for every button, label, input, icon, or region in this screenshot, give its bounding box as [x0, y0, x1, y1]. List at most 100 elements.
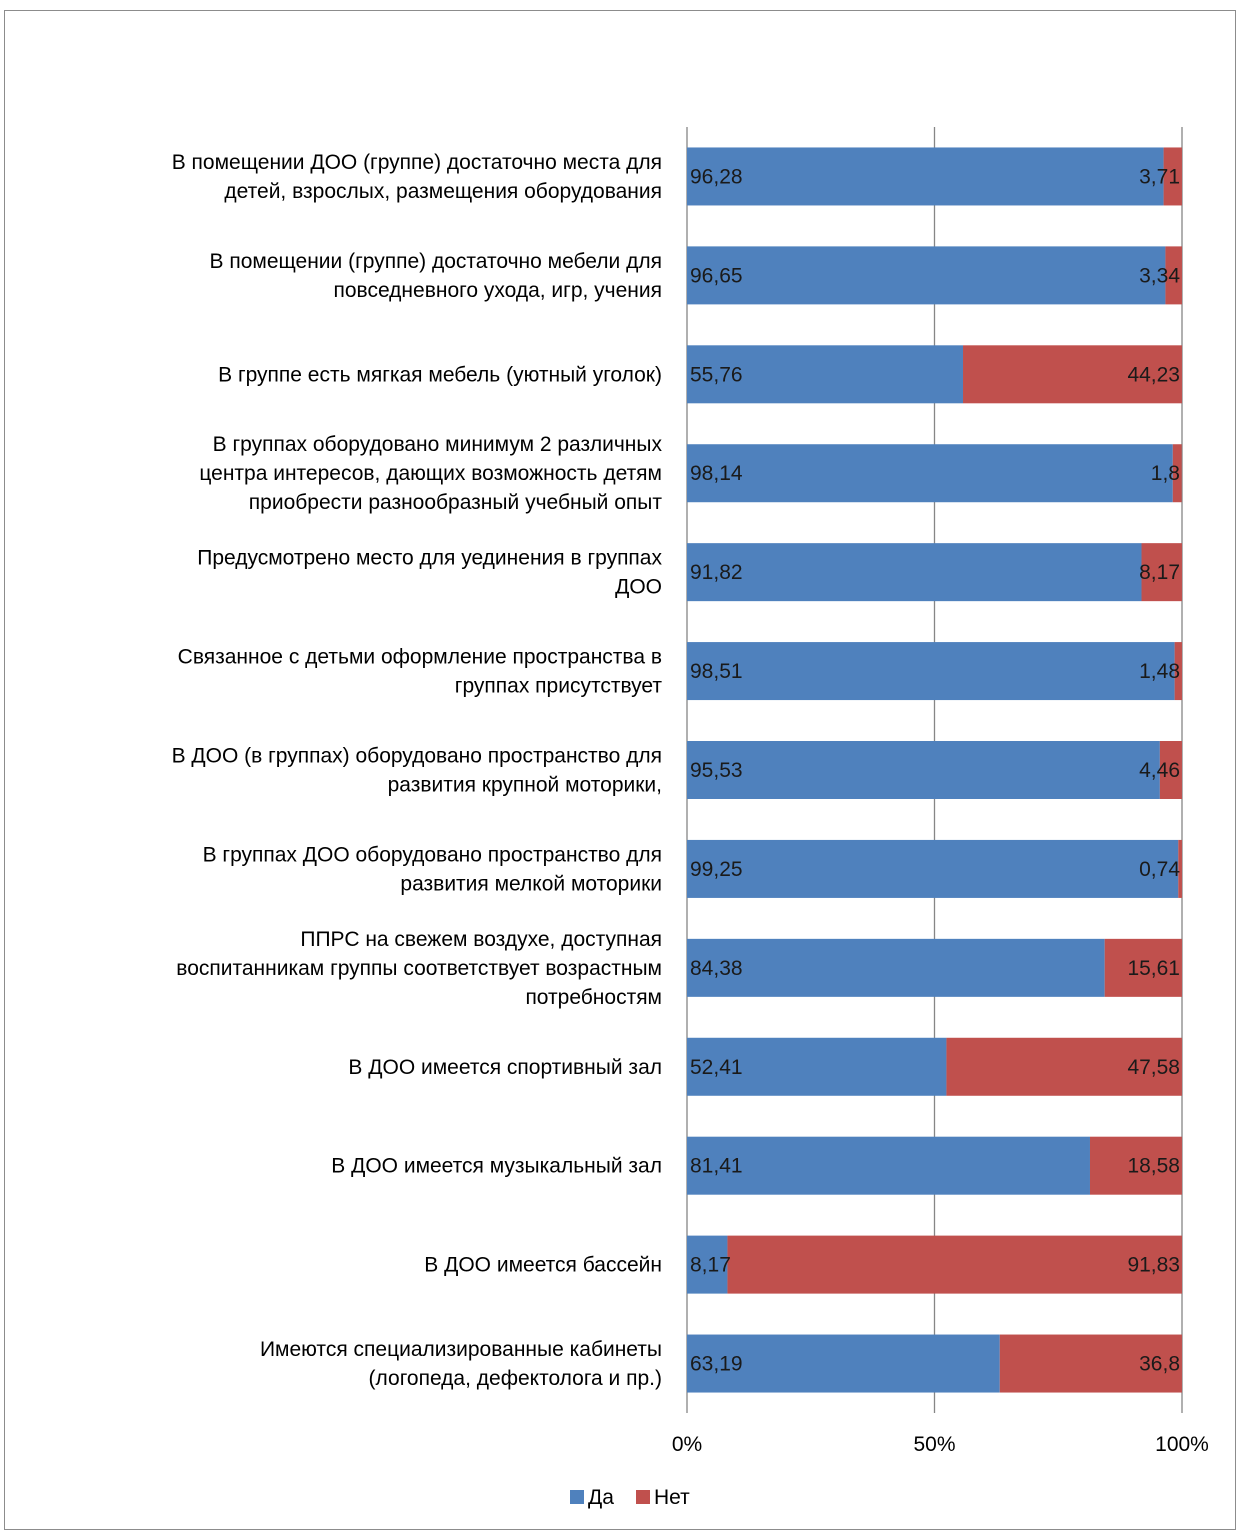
bar-net	[1163, 147, 1182, 206]
category-label-line: В ДОО (в группах) оборудовано пространст…	[172, 745, 662, 768]
data-label-da: 81,41	[690, 1155, 743, 1178]
data-label-da: 95,53	[690, 759, 743, 782]
category-label-line: детей, взрослых, размещения оборудования	[224, 180, 662, 203]
bar-net	[1104, 938, 1182, 997]
data-label-da: 98,51	[690, 660, 743, 683]
category-label: В группах оборудовано минимум 2 различны…	[199, 433, 662, 514]
data-label-net: 47,58	[1127, 1056, 1180, 1079]
legend: Да Нет	[570, 1486, 690, 1509]
data-label-net: 18,58	[1127, 1155, 1180, 1178]
category-label-line: Имеются специализированные кабинеты	[260, 1338, 662, 1361]
data-label-da: 96,65	[690, 264, 743, 287]
category-label-line: Предусмотрено место для уединения в груп…	[197, 547, 662, 570]
category-label-line: В ДОО имеется спортивный зал	[348, 1056, 662, 1079]
category-label-line: В группе есть мягкая мебель (уютный угол…	[218, 363, 662, 386]
bar-da	[687, 938, 1105, 997]
bar-net	[727, 1235, 1182, 1294]
data-label-net: 4,46	[1139, 759, 1180, 782]
bar-da	[687, 642, 1175, 701]
category-label-line: приобрести разнообразный учебный опыт	[249, 491, 663, 514]
data-label-net: 3,71	[1139, 165, 1180, 188]
bar-da	[687, 246, 1166, 305]
data-label-net: 1,48	[1139, 660, 1180, 683]
category-label-line: (логопеда, дефектолога и пр.)	[369, 1367, 662, 1390]
bar-net	[1178, 839, 1182, 898]
x-tick-labels: 0% 50% 100%	[672, 1433, 1209, 1456]
bar-net	[1089, 1136, 1182, 1195]
category-label: В помещении (группе) достаточно мебели д…	[209, 250, 662, 302]
bar-da	[687, 147, 1164, 206]
bar-da	[687, 1037, 947, 1096]
bar-da	[687, 543, 1142, 602]
data-label-da: 98,14	[690, 462, 743, 485]
bar-da	[687, 444, 1173, 503]
bar-net	[963, 345, 1182, 404]
category-label: Имеются специализированные кабинеты (лого…	[260, 1338, 662, 1390]
bar-da	[687, 1235, 728, 1294]
category-label: В ДОО имеется музыкальный зал	[331, 1155, 662, 1178]
bar-net	[1159, 741, 1182, 799]
data-label-net: 3,34	[1139, 264, 1180, 287]
category-label-line: воспитанникам группы соответствует возра…	[176, 957, 662, 980]
legend-label-net: Нет	[654, 1486, 690, 1509]
x-tick-label: 50%	[913, 1433, 955, 1456]
legend-label-da: Да	[588, 1486, 614, 1509]
data-label-net: 44,23	[1127, 363, 1180, 386]
category-label-line: повседневного ухода, игр, учения	[333, 279, 662, 302]
bar-net	[946, 1037, 1182, 1096]
category-label-line: В ДОО имеется бассейн	[424, 1254, 662, 1277]
category-label: В группе есть мягкая мебель (уютный угол…	[218, 363, 662, 386]
category-label-line: группах присутствует	[455, 675, 663, 698]
data-label-net: 36,8	[1139, 1353, 1180, 1376]
data-label-da: 8,17	[690, 1254, 731, 1277]
category-label: ППРС на свежем воздухе, доступная воспита…	[176, 928, 662, 1009]
data-labels: 96,28 3,71 96,65 3,34 55,76 44,23 98,14 1,8 91,8…	[690, 165, 1180, 1375]
category-label-line: ДОО	[615, 576, 662, 599]
x-tick-label: 100%	[1155, 1433, 1209, 1456]
data-label-net: 8,17	[1139, 561, 1180, 584]
category-label-line: развития крупной моторики,	[388, 774, 662, 797]
category-label: Связанное с детьми оформление пространст…	[178, 646, 663, 698]
bar-da	[687, 1136, 1090, 1195]
data-label-net: 91,83	[1127, 1254, 1180, 1277]
category-label-line: В группах ДОО оборудовано пространство д…	[203, 843, 662, 866]
data-label-da: 84,38	[690, 957, 743, 980]
bar-net	[999, 1334, 1182, 1393]
category-label: В группах ДОО оборудовано пространство д…	[203, 843, 662, 895]
bar-da	[687, 741, 1160, 799]
category-label-line: ППРС на свежем воздухе, доступная	[300, 928, 662, 951]
data-label-net: 0,74	[1139, 858, 1180, 881]
category-label-line: потребностям	[525, 986, 662, 1009]
category-labels: В помещении ДОО (группе) достаточно мест…	[172, 151, 663, 1390]
category-label-line: В помещении ДОО (группе) достаточно мест…	[172, 151, 662, 174]
category-label-line: центра интересов, дающих возможность дет…	[199, 462, 662, 485]
category-label: В ДОО имеется спортивный зал	[348, 1056, 662, 1079]
legend-swatch-da	[570, 1490, 584, 1504]
bar-da	[687, 1334, 1000, 1393]
data-label-da: 96,28	[690, 165, 743, 188]
category-label: Предусмотрено место для уединения в груп…	[197, 547, 662, 599]
bars	[687, 147, 1182, 1393]
category-label-line: Связанное с детьми оформление пространст…	[178, 646, 662, 669]
data-label-da: 63,19	[690, 1353, 743, 1376]
data-label-da: 91,82	[690, 561, 743, 584]
category-label: В помещении ДОО (группе) достаточно мест…	[172, 151, 662, 203]
bar-da	[687, 839, 1179, 898]
category-label: В ДОО (в группах) оборудовано пространст…	[172, 745, 662, 797]
category-label-line: В ДОО имеется музыкальный зал	[331, 1155, 662, 1178]
data-label-net: 15,61	[1127, 957, 1180, 980]
bar-da	[687, 345, 964, 404]
category-label: В ДОО имеется бассейн	[424, 1254, 662, 1277]
category-label-line: В помещении (группе) достаточно мебели д…	[209, 250, 662, 273]
bar-net	[1165, 246, 1182, 305]
bar-net	[1172, 444, 1182, 503]
category-label-line: развития мелкой моторики	[400, 872, 662, 895]
bar-net	[1141, 543, 1182, 602]
data-label-net: 1,8	[1151, 462, 1180, 485]
data-label-da: 55,76	[690, 363, 743, 386]
data-label-da: 52,41	[690, 1056, 743, 1079]
category-label-line: В группах оборудовано минимум 2 различны…	[213, 433, 663, 456]
x-tick-label: 0%	[672, 1433, 702, 1456]
data-label-da: 99,25	[690, 858, 743, 881]
